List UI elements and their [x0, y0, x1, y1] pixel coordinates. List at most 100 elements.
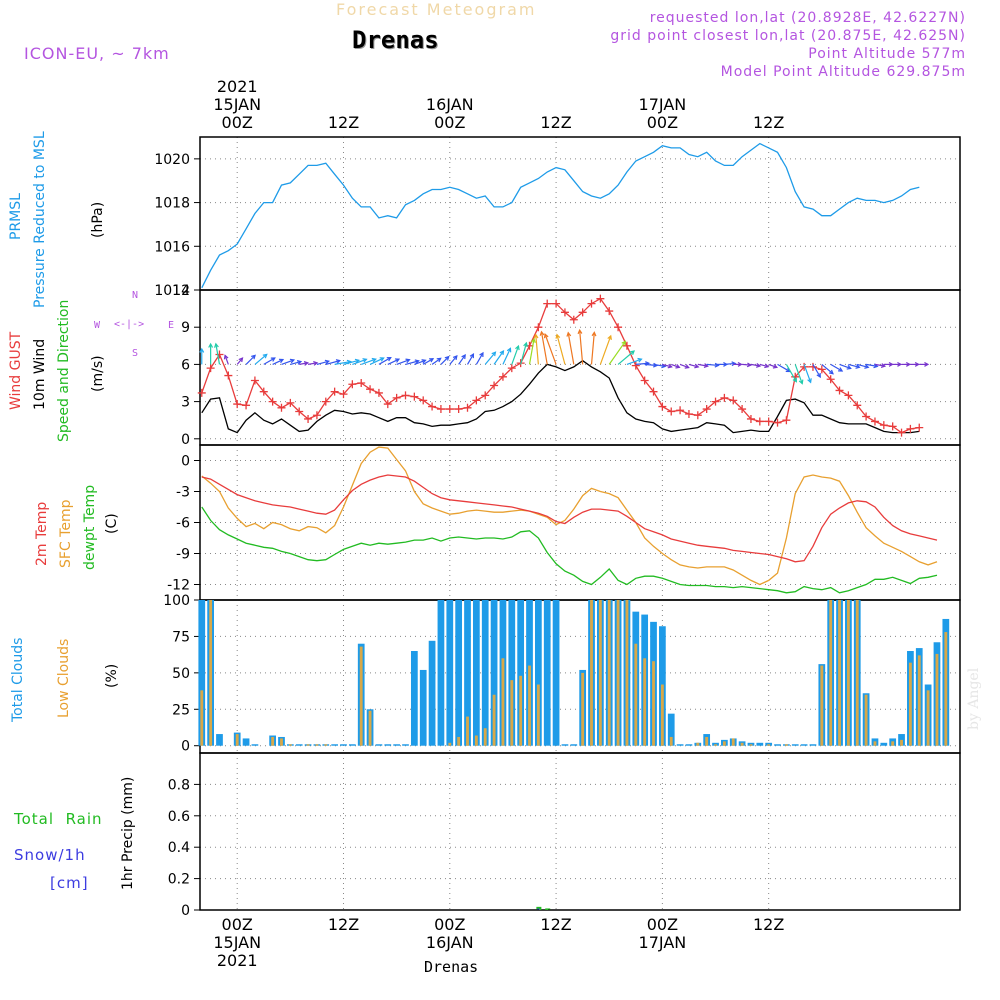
wind-arrow-head: [684, 364, 690, 369]
wind-arrow-head: [379, 357, 385, 362]
gust-marker: [383, 400, 392, 409]
temperature-ytick-label: -3: [176, 485, 190, 501]
low-cloud-bar: [917, 655, 921, 746]
low-cloud-bar: [598, 600, 602, 746]
wind-arrow-head: [499, 349, 505, 356]
top-time-label: 12Z: [540, 113, 571, 132]
total-cloud-bar: [375, 744, 383, 746]
gust-marker: [304, 414, 313, 423]
gust-marker: [392, 393, 401, 402]
wind-arrow-head: [675, 363, 681, 369]
info-model-altitude: Model Point Altitude 629.875m: [720, 64, 966, 80]
panels: 1014 1016 1018 1020 0 3 6 9 12 -12 -9 -6 -3 0 0 25 50 75 1…: [154, 136, 961, 919]
gust-marker: [800, 362, 809, 371]
wind-arrow-head: [637, 357, 643, 363]
compass-w: W: [94, 320, 101, 331]
wind-arrow: [440, 356, 450, 365]
gust-marker: [649, 387, 658, 396]
wind-arrow: [316, 360, 329, 365]
total-cloud-bar: [198, 600, 206, 746]
wind-arrow-head: [208, 342, 214, 348]
gust-marker: [348, 380, 357, 389]
wind-arrow: [848, 363, 860, 368]
gust-marker: [631, 361, 640, 370]
gust-marker: [374, 388, 383, 397]
wind-arrow: [599, 335, 612, 365]
wind-arrow-head: [335, 359, 342, 364]
wind-arrow-head: [296, 360, 303, 365]
wind-arrow: [812, 364, 821, 378]
low-cloud-bar: [749, 744, 753, 746]
wind-gust-line: [201, 297, 920, 434]
wind-arrow: [396, 359, 410, 365]
low-cloud-bar: [731, 738, 735, 746]
wind-arrow-head: [897, 361, 903, 367]
wind-arrow: [866, 363, 878, 367]
total-cloud-bar: [251, 744, 259, 746]
total-cloud-bar: [481, 600, 489, 746]
low-cloud-bar: [820, 665, 824, 746]
low-cloud-bar: [643, 658, 647, 746]
low-cloud-bar: [705, 736, 709, 746]
gust-marker: [729, 396, 738, 405]
wind-arrow-head: [421, 359, 427, 364]
wind-arrow-head: [479, 351, 484, 357]
low-cloud-bar: [581, 672, 585, 746]
bottom-time-label: 17JAN: [639, 933, 687, 952]
total-cloud-bar: [880, 742, 888, 746]
wind-arrow-head: [694, 363, 700, 369]
wind-arrow: [493, 350, 504, 365]
wind-arrow-head: [566, 331, 572, 337]
wind-arrow: [697, 363, 708, 367]
temperature-ytick-label: -9: [176, 547, 190, 563]
top-time-label: 00Z: [434, 113, 465, 132]
wind-arrow: [290, 360, 302, 365]
wind-arrow-head: [515, 344, 520, 351]
total-cloud-bar: [446, 600, 454, 746]
t2m-line: [201, 474, 938, 563]
gust-marker: [481, 391, 490, 400]
gust-marker: [454, 405, 463, 414]
wind-arrow: [502, 348, 511, 365]
gust-marker: [312, 411, 321, 420]
wind-arrow: [299, 362, 308, 365]
gust-marker: [897, 428, 906, 437]
gust-marker: [401, 391, 410, 400]
wind-arrow-head: [452, 355, 458, 361]
wind-arrow-head: [888, 361, 894, 367]
total-cloud-bar: [774, 744, 781, 746]
wind-ytick-label: 6: [181, 357, 190, 373]
total-cloud-bar: [667, 713, 675, 746]
wind-arrow-head: [436, 357, 442, 363]
wind-arrow: [706, 363, 719, 367]
clouds-ytick-label: 75: [172, 629, 190, 645]
compass: W E N S <-|->: [90, 290, 180, 360]
temperature-panel: -12 -9 -6 -3 0: [167, 444, 961, 601]
wind-arrow: [458, 354, 466, 365]
wind-arrow-head: [313, 360, 319, 366]
low-cloud-bar: [722, 741, 726, 746]
bottom-time-label: 2021: [217, 951, 258, 970]
gust-marker: [197, 388, 206, 397]
gust-marker: [507, 364, 516, 373]
low-cloud-bar: [324, 744, 328, 746]
wind-arrow: [254, 354, 268, 365]
gust-marker: [826, 375, 835, 384]
gust-marker: [640, 376, 649, 385]
wind-arrow: [387, 358, 400, 365]
pressure-line: [201, 142, 920, 289]
wind-arrow-head: [846, 365, 852, 370]
wind-arrow: [688, 363, 699, 368]
total-cloud-bar: [437, 600, 445, 746]
wind-arrow-head: [278, 358, 285, 364]
wind-arrow-head: [199, 347, 205, 353]
wind-arrow: [369, 357, 384, 365]
gust-marker: [552, 299, 561, 308]
gust-marker: [755, 417, 764, 426]
gust-marker: [436, 405, 445, 414]
low-cloud-bar: [616, 600, 620, 746]
low-cloud-bar: [784, 744, 788, 746]
wind-arrow-head: [755, 363, 762, 368]
wind-arrow: [405, 360, 419, 365]
station-title: Drenas: [352, 26, 439, 54]
